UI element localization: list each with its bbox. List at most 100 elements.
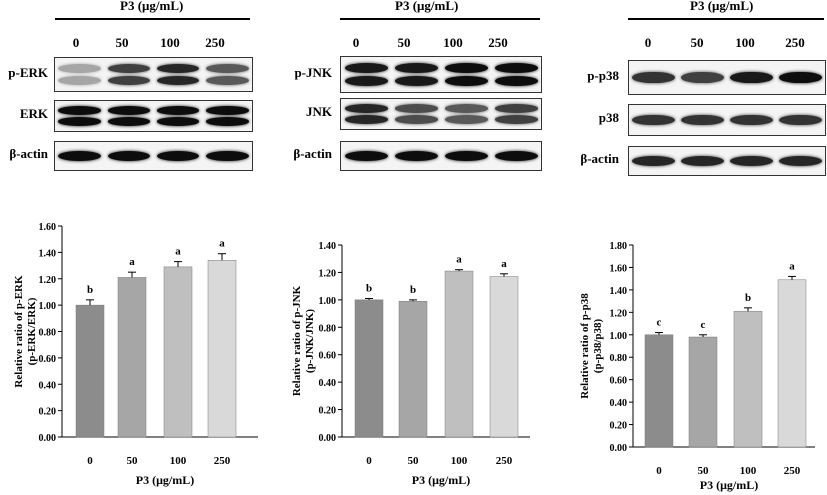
x-axis-label: P3 (μg/mL): [700, 478, 758, 492]
x-tick-label: 50: [698, 465, 710, 477]
blot-band: [107, 63, 151, 74]
x-tick-label: 250: [214, 455, 231, 467]
y-tick-label: 0.20: [610, 421, 628, 432]
y-tick-label: 0.60: [610, 376, 628, 387]
bar: [207, 260, 237, 438]
significance-letter: c: [657, 317, 662, 329]
x-tick-label: 0: [656, 465, 662, 477]
lane-label: 50: [115, 35, 129, 50]
x-tick-label: 100: [451, 455, 468, 467]
y-tick-label: 1.60: [610, 263, 628, 274]
blot-title-erk: P3 (μg/mL): [120, 0, 184, 13]
significance-letter: a: [789, 260, 795, 272]
blot-band: [730, 71, 773, 84]
blot-header-line: [340, 18, 540, 20]
blot-band: [779, 114, 822, 126]
significance-letter: b: [745, 292, 751, 304]
blot-band: [156, 150, 200, 162]
blot-band: [206, 150, 249, 162]
lane-label: 0: [644, 35, 652, 50]
blot-band: [494, 104, 538, 113]
blot-band: [444, 104, 488, 113]
significance-letter: c: [701, 319, 706, 331]
blot-band: [444, 63, 488, 74]
blot-row-label: p38: [598, 110, 619, 125]
y-tick-label: 1.20: [39, 275, 57, 286]
blot-band: [206, 63, 249, 74]
blot-header-line: [628, 18, 824, 20]
y-tick-label: 0.80: [39, 328, 57, 339]
bar: [777, 279, 807, 448]
y-tick-label: 0.60: [39, 354, 57, 365]
significance-letter: a: [175, 246, 181, 258]
blot-band: [494, 63, 538, 74]
blot-row-label: ERK: [19, 106, 48, 121]
blot-row-label: β-actin: [9, 146, 48, 161]
blot-band: [394, 63, 438, 74]
blot-band: [444, 115, 488, 124]
blot-band: [779, 71, 822, 84]
lane-label: 100: [735, 35, 755, 50]
y-tick-label: 0.00: [39, 433, 57, 444]
blot-band: [156, 75, 200, 86]
y-tick-label: 0.40: [610, 398, 628, 409]
blot-title-p38: P3 (μg/mL): [690, 0, 754, 13]
x-tick-label: 50: [408, 455, 420, 467]
lane-label: 100: [443, 35, 463, 50]
blot-strip: [340, 141, 542, 171]
significance-letter: a: [456, 254, 462, 266]
y-tick-label: 0.80: [610, 353, 628, 364]
blot-band: [156, 106, 200, 115]
blot-band: [107, 117, 151, 126]
blot-band: [156, 63, 200, 74]
significance-letter: b: [410, 284, 416, 296]
bar: [444, 270, 474, 438]
y-tick-label: 1.00: [610, 331, 628, 342]
bar: [398, 300, 428, 438]
y-tick-label: 1.20: [319, 268, 337, 279]
lane-label: 250: [205, 35, 225, 50]
x-axis-label: P3 (μg/mL): [412, 473, 470, 487]
blot-band: [779, 155, 822, 167]
x-tick-label: 0: [366, 455, 372, 467]
bar: [117, 277, 147, 438]
blot-row-label: JNK: [306, 104, 332, 119]
y-tick-label: 0.40: [319, 378, 337, 389]
y-tick-label: 0.20: [39, 407, 57, 418]
x-axis-label: P3 (μg/mL): [136, 473, 194, 487]
blot-band: [107, 75, 151, 86]
bar: [733, 310, 763, 448]
bar: [489, 276, 519, 438]
blot-band: [394, 115, 438, 124]
blot-title-jnk: P3 (μg/mL): [395, 0, 459, 13]
blot-band: [344, 63, 388, 74]
y-tick-label: 1.60: [39, 222, 57, 233]
y-tick-label: 1.00: [39, 301, 57, 312]
x-tick-label: 100: [170, 455, 187, 467]
y-tick-label: 1.40: [319, 241, 337, 252]
blot-band: [58, 106, 101, 115]
blot-strip: [54, 100, 253, 132]
significance-letter: a: [219, 238, 225, 250]
y-axis-label: (p-p38/p38): [592, 318, 604, 373]
blot-band: [681, 114, 724, 126]
y-axis-label: (p-JNK/JNK): [304, 309, 316, 374]
blot-band: [632, 155, 675, 167]
lane-label: 250: [785, 35, 805, 50]
significance-letter: a: [129, 256, 135, 268]
y-tick-label: 0.00: [319, 433, 337, 444]
y-tick-label: 0.40: [39, 380, 57, 391]
y-tick-label: 1.20: [610, 308, 628, 319]
bar: [688, 336, 718, 448]
blot-band: [206, 75, 249, 86]
blot-strip: [54, 57, 253, 92]
y-axis-label: Relative ratio of p-p38: [579, 293, 591, 399]
blot-band: [394, 75, 438, 86]
y-tick-label: 0.80: [319, 323, 337, 334]
blot-band: [494, 115, 538, 124]
y-tick-label: 0.60: [319, 351, 337, 362]
blot-strip: [340, 98, 542, 130]
significance-letter: b: [366, 282, 372, 294]
lane-label: 100: [160, 35, 180, 50]
